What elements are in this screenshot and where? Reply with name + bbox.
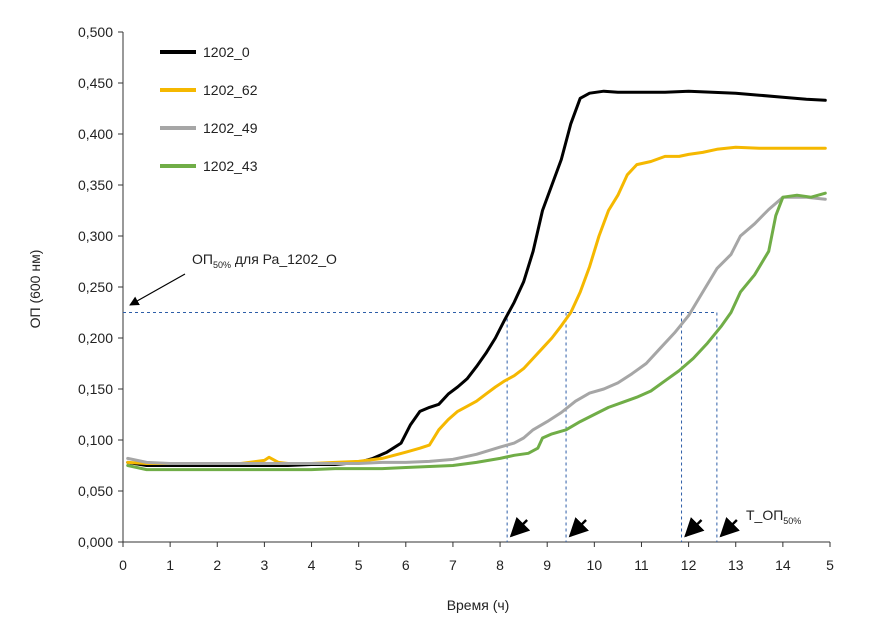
legend-label-1202_43: 1202_43 xyxy=(203,158,258,174)
legend-label-1202_49: 1202_49 xyxy=(203,120,258,136)
x-tick-label: 4 xyxy=(308,557,316,573)
crossing-arrow xyxy=(719,516,740,538)
legend-label-1202_0: 1202_0 xyxy=(203,44,250,60)
x-tick-label: 3 xyxy=(261,557,269,573)
x-tick-label: 5 xyxy=(826,557,834,573)
series-line-1202_62 xyxy=(126,145,827,465)
y-tick-label: 0,250 xyxy=(78,279,113,295)
x-tick-label: 5 xyxy=(355,557,363,573)
threshold-label: ОП50% для Ра_1202_О xyxy=(192,251,337,270)
series-line-1202_0 xyxy=(126,89,827,467)
y-tick-label: 0,500 xyxy=(78,24,113,40)
y-tick-label: 0,400 xyxy=(78,126,113,142)
x-tick-label: 2 xyxy=(213,557,221,573)
x-tick-label: 9 xyxy=(543,557,551,573)
series-lines xyxy=(126,89,827,472)
crossing-arrow xyxy=(568,516,590,538)
y-tick-label: 0,300 xyxy=(78,228,113,244)
crossing-arrow xyxy=(684,516,705,538)
threshold-guides xyxy=(123,312,740,542)
x-tick-label: 11 xyxy=(634,557,649,573)
x-tick-label: 0 xyxy=(119,557,127,573)
y-tick-label: 0,200 xyxy=(78,330,113,346)
t-op50-label: Т_ОП50% xyxy=(746,507,801,526)
series-line-1202_49 xyxy=(126,195,827,465)
x-tick-label: 7 xyxy=(449,557,457,573)
x-axis-title: Время (ч) xyxy=(447,597,510,613)
y-tick-label: 0,450 xyxy=(78,75,113,91)
series-line-1202_43 xyxy=(126,191,827,472)
y-tick-label: 0,000 xyxy=(78,534,113,550)
chart-axes xyxy=(118,31,831,547)
y-tick-label: 0,050 xyxy=(78,483,113,499)
legend-label-1202_62: 1202_62 xyxy=(203,82,258,98)
x-tick-label: 10 xyxy=(587,557,603,573)
y-tick-label: 0,350 xyxy=(78,177,113,193)
x-tick-label: 8 xyxy=(496,557,504,573)
tick-labels: 0,000 0,050 0,100 0,150 0,200 0,250 0,300 0,350… xyxy=(78,24,834,573)
y-tick-label: 0,150 xyxy=(78,381,113,397)
legend: 1202_0 1202_62 1202_49 1202_43 xyxy=(160,44,258,174)
crossing-arrow xyxy=(509,516,531,538)
x-tick-label: 13 xyxy=(728,557,744,573)
x-tick-label: 1 xyxy=(166,557,174,573)
x-tick-label: 6 xyxy=(402,557,410,573)
x-tick-label: 12 xyxy=(681,557,697,573)
y-tick-label: 0,100 xyxy=(78,432,113,448)
y-axis-title: ОП (600 нм) xyxy=(27,250,43,329)
x-tick-label: 14 xyxy=(775,557,791,573)
threshold-label-arrow xyxy=(129,273,186,306)
